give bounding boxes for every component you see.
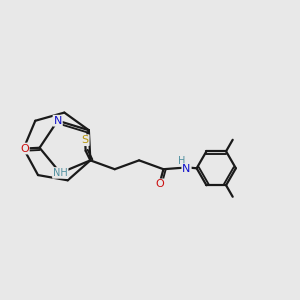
Text: N: N: [53, 116, 62, 126]
Text: H: H: [178, 156, 185, 166]
Text: O: O: [155, 179, 164, 189]
Text: NH: NH: [53, 168, 68, 178]
Text: N: N: [182, 164, 191, 174]
Text: S: S: [82, 135, 89, 145]
Text: O: O: [20, 143, 29, 154]
